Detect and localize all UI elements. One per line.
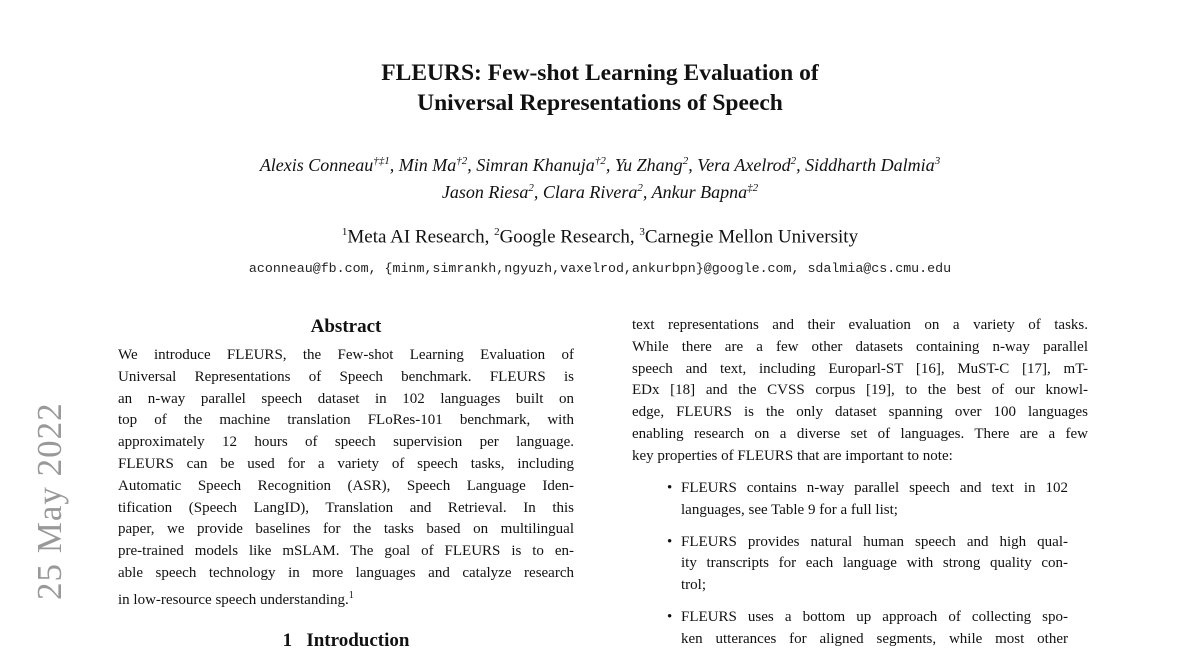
- bullet-line: FLEURS provides natural human speech and…: [681, 533, 1068, 550]
- abstract-line: paper, we provide baselines for the task…: [118, 519, 574, 541]
- title-line: FLEURS: Few-shot Learning Evaluation of: [381, 60, 819, 86]
- bullet-item: • FLEURS provides natural human speech an…: [667, 532, 1068, 597]
- bullet-line: ity transcripts for each language with s…: [681, 555, 1068, 572]
- abstract-line: in low-resource speech understanding.1: [118, 585, 574, 608]
- abstract-line: Universal Representations of Speech benc…: [118, 367, 574, 389]
- author-name: Alexis Conneau: [259, 155, 374, 175]
- footnote-mark: 1: [348, 589, 354, 601]
- abstract-line-text: in low-resource speech understanding.: [118, 591, 349, 608]
- abstract-line: FLEURS can be used for a variety of spee…: [118, 454, 574, 476]
- bullet-icon: •: [667, 480, 673, 496]
- affiliation-name: Meta AI Research: [347, 226, 485, 248]
- author-name: Yu Zhang: [614, 155, 683, 175]
- paragraph-line: enabling research on a diverse set of la…: [632, 425, 1088, 442]
- author-line: Jason Riesa2, Clara Rivera2, Ankur Bapna…: [441, 182, 759, 202]
- abstract-line-text: tification (Speech LangID), Translation …: [118, 499, 574, 516]
- abstract-line-text: pre-trained models like mSLAM. The goal …: [118, 543, 574, 560]
- author-affiliation-mark: †2: [594, 155, 606, 167]
- author-affiliation-mark: ‡2: [747, 182, 759, 194]
- affiliation-mark: 1: [341, 226, 348, 238]
- bullet-line: FLEURS contains n-way parallel speech an…: [681, 480, 1068, 496]
- author-name: Min Ma: [398, 155, 457, 175]
- abstract-line: Automatic Speech Recognition (ASR), Spee…: [118, 476, 574, 498]
- author-affiliation-mark: †‡1: [373, 155, 390, 167]
- author-affiliation-mark: 2: [682, 155, 689, 167]
- abstract-line-text: top of the machine translation FLoRes-10…: [118, 412, 574, 429]
- abstract-line-text: Automatic Speech Recognition (ASR), Spee…: [118, 477, 574, 494]
- abstract-line-text: an n-way parallel speech dataset in 102 …: [118, 390, 574, 407]
- author-name: Vera Axelrod: [697, 155, 791, 175]
- section-number: 1: [282, 630, 293, 651]
- author-name: Ankur Bapna: [651, 182, 748, 202]
- paragraph-line: While there are a few other datasets con…: [632, 338, 1088, 355]
- author-emails: aconneau@fb.com, {minm,simrankh,ngyuzh,v…: [248, 261, 952, 276]
- author-affiliation-mark: 3: [934, 155, 941, 167]
- abstract-line-text: FLEURS can be used for a variety of spee…: [118, 455, 574, 472]
- bullet-line: trol;: [681, 577, 706, 594]
- author-name: Clara Rivera: [542, 182, 638, 202]
- author-affiliation-mark: 2: [637, 182, 643, 194]
- affiliation-name: Google Research: [499, 226, 630, 248]
- bullet-line: languages, see Table 9 for a full list;: [681, 501, 898, 518]
- affiliation-mark: 2: [494, 226, 500, 238]
- abstract-line-text: Universal Representations of Speech benc…: [118, 368, 574, 385]
- abstract-line-text: We introduce FLEURS, the Few-shot Learni…: [118, 347, 574, 363]
- abstract-line: tification (Speech LangID), Translation …: [118, 498, 574, 520]
- paragraph-line: EDx [18] and the CVSS corpus [19], to th…: [632, 382, 1088, 399]
- bullet-line: ken utterances for aligned segments, whi…: [681, 630, 1068, 647]
- affiliation-name: Carnegie Mellon University: [644, 226, 859, 248]
- paragraph-line: key properties of FLEURS that are import…: [632, 447, 953, 464]
- bullet-icon: •: [667, 608, 673, 625]
- author-affiliation-mark: 2: [790, 155, 797, 167]
- paragraph-line: speech and text, including Europarl-ST […: [632, 360, 1088, 377]
- paragraph-line: text representations and their evaluatio…: [632, 317, 1088, 333]
- section-title: Introduction: [306, 630, 410, 651]
- abstract-line: top of the machine translation FLoRes-10…: [118, 410, 574, 432]
- abstract-line-text: approximately 12 hours of speech supervi…: [118, 434, 574, 451]
- author-name: Simran Khanuja: [476, 155, 595, 175]
- section-heading-introduction: 1 Introduction: [118, 630, 574, 652]
- abstract-line: an n-way parallel speech dataset in 102 …: [118, 389, 574, 411]
- author-list: Alexis Conneau†‡1, Min Ma†2, Simran Khan…: [0, 150, 1200, 204]
- arxiv-stamp: 25 May 2022: [30, 402, 69, 600]
- abstract-heading: Abstract: [310, 316, 382, 337]
- author-line: Alexis Conneau†‡1, Min Ma†2, Simran Khan…: [259, 155, 941, 175]
- abstract-line: pre-trained models like mSLAM. The goal …: [118, 541, 574, 563]
- author-name: Jason Riesa: [441, 182, 529, 202]
- bullet-line: FLEURS uses a bottom up approach of coll…: [681, 608, 1068, 625]
- paragraph-line: edge, FLEURS is the only dataset spannin…: [632, 404, 1088, 421]
- author-affiliation-mark: †2: [456, 155, 468, 167]
- bullet-icon: •: [667, 533, 673, 550]
- paper-title: FLEURS: Few-shot Learning Evaluation of …: [0, 58, 1200, 118]
- bullet-list: • FLEURS contains n-way parallel speech a…: [667, 478, 1068, 661]
- right-column-body: text representations and their evaluatio…: [632, 315, 1088, 468]
- author-name: Siddharth Dalmia: [805, 155, 935, 175]
- bullet-item: • FLEURS contains n-way parallel speech a…: [667, 478, 1068, 522]
- author-affiliation-mark: 2: [528, 182, 534, 194]
- abstract-line: approximately 12 hours of speech supervi…: [118, 432, 574, 454]
- title-line: Universal Representations of Speech: [417, 90, 783, 116]
- abstract-line-text: paper, we provide baselines for the task…: [118, 521, 574, 538]
- abstract-body: We introduce FLEURS, the Few-shot Learni…: [118, 345, 574, 608]
- abstract-line: able speech technology in more languages…: [118, 563, 574, 585]
- affiliations: 1Meta AI Research, 2Google Research, 3Ca…: [341, 226, 859, 248]
- bullet-item: • FLEURS uses a bottom up approach of col…: [667, 607, 1068, 651]
- abstract-line-text: able speech technology in more languages…: [118, 564, 574, 581]
- abstract-line: We introduce FLEURS, the Few-shot Learni…: [118, 345, 574, 367]
- affiliation-mark: 3: [639, 226, 645, 238]
